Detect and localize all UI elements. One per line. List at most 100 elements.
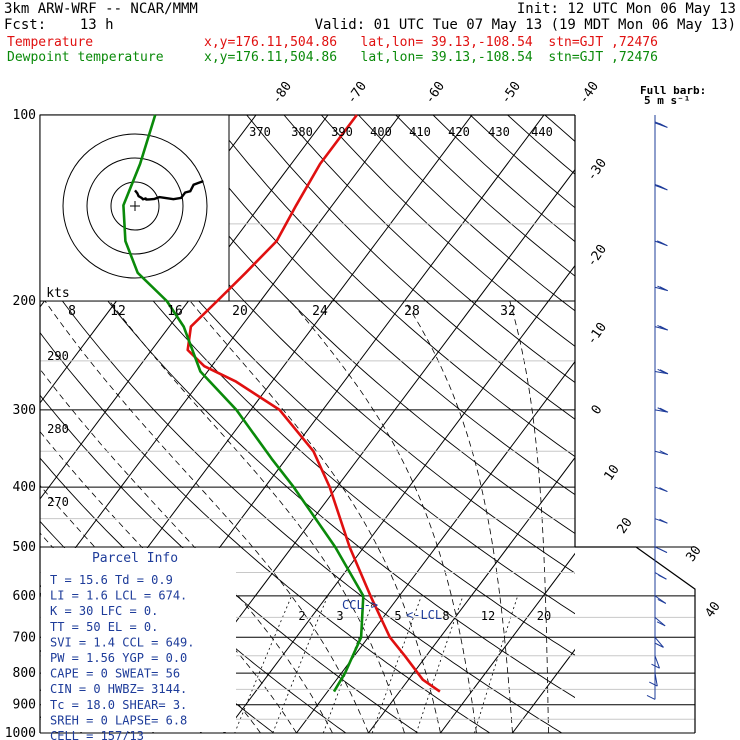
mixing-ratio-label: 3: [336, 609, 343, 623]
hodograph-ring: [86, 157, 184, 255]
dry-adiabat-line: [432, 115, 575, 243]
parcel-info-row: T = 15.6 Td = 0.9: [50, 573, 173, 587]
parcel-info-row: LI = 1.6 LCL = 674.: [50, 589, 187, 603]
isotherm-line: [40, 115, 401, 596]
wind-barb-flag: [657, 407, 666, 413]
wind-barb-flag: [649, 681, 658, 687]
wind-speed-label: 20: [232, 304, 248, 319]
wind-barb-flag: [657, 324, 666, 330]
wind-speed-label: 32: [500, 304, 516, 319]
dry-adiabat-line: [469, 115, 575, 209]
wind-barb-flag: [659, 518, 668, 524]
parcel-info-row: SVI = 1.4 CCL = 649.: [50, 635, 195, 649]
ccl-marker: CCL->: [342, 598, 378, 612]
mixing-ratio-label: 8: [442, 609, 449, 623]
init-time: Init: 12 UTC Mon 06 May 13: [516, 1, 736, 17]
isotherm-line: [224, 264, 575, 733]
dewpoint-line: [122, 114, 365, 693]
moist-adiabat-line: [109, 300, 405, 733]
mixing-ratio-label: 2: [298, 609, 305, 623]
wind-barb-flag: [651, 663, 660, 669]
isotherm-label: -10: [584, 320, 610, 348]
moist-adiabat-line: [40, 368, 333, 733]
moist-adiabat-line: [509, 300, 549, 733]
valid-time: Valid: 01 UTC Tue 07 May 13 (19 MDT Mon …: [314, 17, 736, 33]
wind-barb-flag: [657, 285, 666, 291]
theta-label: 380: [291, 125, 313, 139]
pressure-tick-label: 300: [13, 403, 36, 418]
dry-adiabat-line: [358, 115, 575, 312]
theta-label: 370: [249, 125, 271, 139]
parcel-info-row: SREH = 0 LAPSE= 6.8: [50, 713, 187, 727]
isotherm-label: -50: [498, 79, 524, 107]
wind-speed-label: 8: [68, 304, 76, 319]
parcel-info-row: K = 30 LFC = 0.: [50, 604, 158, 618]
isotherm-label: -40: [576, 79, 602, 107]
mixing-ratio-line: [322, 595, 376, 733]
temperature-legend-info: x,y=176.11,504.86 lat,lon= 39.13,-108.54…: [204, 35, 658, 50]
lcl-marker: <-LCL: [406, 608, 442, 622]
theta-label: 410: [409, 125, 431, 139]
wind-speed-label: 28: [404, 304, 420, 319]
dry-adiabat-line: [246, 115, 575, 420]
pressure-tick-label: 100: [13, 108, 36, 123]
theta-label: 290: [47, 349, 69, 363]
wind-barb: [654, 636, 664, 648]
isotherm-label: -20: [584, 242, 610, 270]
full-barb-label: Full barb:: [640, 84, 706, 97]
isotherm-label: 20: [614, 515, 635, 536]
wind-barb-flag: [659, 487, 668, 493]
parcel-info-row: CAPE = 0 SWEAT= 56: [50, 667, 180, 681]
isotherm-line: [440, 552, 575, 733]
mixing-ratio-label: 5: [394, 609, 401, 623]
isotherm-label: -60: [422, 79, 448, 107]
isotherm-label: -30: [584, 156, 610, 184]
pressure-tick-label: 800: [13, 666, 36, 681]
isotherm-label: 30: [683, 543, 704, 564]
isotherm-line: [296, 360, 575, 733]
parcel-info-panel: [41, 547, 236, 732]
wind-barb-flag: [659, 407, 669, 413]
temperature-legend-label: Temperature: [7, 35, 94, 50]
mixing-ratio-label: 12: [481, 609, 495, 623]
isotherm-line: [656, 115, 740, 733]
forecast-hour: Fcst: 13 h: [4, 17, 114, 33]
moist-adiabat-line: [44, 300, 369, 733]
wind-barb: [654, 616, 666, 627]
hodograph-trace: [134, 179, 204, 201]
parcel-info-row: CIN = 0 HWBZ= 3144.: [50, 682, 187, 696]
wind-barb: [654, 655, 660, 669]
dewpoint-legend-info: x,y=176.11,504.86 lat,lon= 39.13,-108.54…: [204, 50, 658, 65]
wind-speed-label: 16: [167, 304, 183, 319]
full-barb-unit: 5 m s⁻¹: [644, 94, 690, 107]
theta-label: 420: [448, 125, 470, 139]
mixing-ratio-line: [371, 595, 422, 733]
pressure-tick-label: 900: [13, 698, 36, 713]
hodograph-ring: [110, 181, 160, 231]
wind-barb-flag: [655, 642, 664, 648]
isotherm-line: [728, 115, 740, 733]
pressure-tick-label: 1000: [5, 726, 36, 740]
theta-label: 270: [47, 495, 69, 509]
wind-barb-flag: [658, 574, 667, 580]
theta-label: 390: [331, 125, 353, 139]
wind-barb-flag: [659, 369, 669, 375]
hodograph-ring: [62, 133, 208, 279]
dry-adiabat-line: [395, 115, 575, 277]
wind-barb: [654, 409, 669, 413]
isotherm-line: [584, 115, 740, 733]
dry-adiabat-line: [283, 115, 575, 384]
moist-adiabat-line: [585, 301, 594, 733]
dry-adiabat-line: [507, 115, 575, 175]
isotherm-line: [40, 115, 329, 500]
parcel-info-row: TT = 50 EL = 0.: [50, 620, 158, 634]
pressure-tick-label: 700: [13, 630, 36, 645]
wind-barb-flag: [656, 621, 666, 627]
wind-barb-flag: [646, 694, 656, 700]
wind-speed-label: 24: [312, 304, 328, 319]
wind-barb-flag: [654, 121, 664, 127]
parcel-info-row: Tc = 18.0 SHEAR= 3.: [50, 698, 187, 712]
wind-barb-flag: [657, 599, 667, 604]
wind-speed-label: kts: [46, 286, 69, 301]
